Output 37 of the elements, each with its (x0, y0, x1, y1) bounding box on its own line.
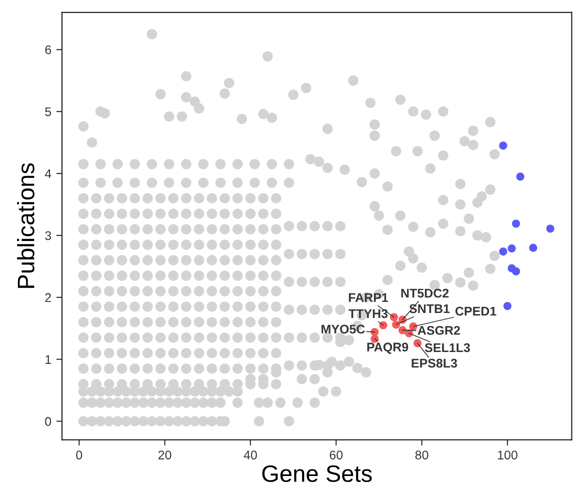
point (529, 244, 538, 252)
annotation: SEL1L3 (424, 343, 470, 352)
x-tick-label: 40 (244, 450, 257, 460)
annotation: CPED1 (455, 306, 496, 316)
annotation: NT5DC2 (401, 288, 449, 298)
point (503, 302, 512, 310)
point (499, 142, 508, 150)
annotation: ASGR2 (418, 326, 460, 335)
x-tick-label: 60 (330, 450, 343, 460)
y-tick-label: 0 (45, 417, 52, 426)
annotation: EPS8L3 (412, 358, 458, 368)
point (499, 247, 508, 256)
x-axis-title: Gene Sets (262, 465, 372, 482)
annotation: MYO5C (322, 324, 365, 334)
y-tick-label: 4 (44, 169, 52, 178)
point (392, 320, 400, 329)
annotation: FARP1 (348, 293, 388, 302)
point (516, 172, 524, 181)
point (370, 334, 379, 343)
point (512, 267, 520, 276)
x-tick-label: 100 (498, 450, 518, 460)
y-tick-label: 2 (45, 293, 51, 302)
annotation: PAQR9 (367, 342, 408, 354)
y-tick-label: 5 (45, 107, 52, 116)
point (546, 224, 554, 233)
point (508, 244, 516, 252)
point (512, 220, 520, 228)
y-tick-label: 1 (46, 355, 51, 364)
annotation: TTYH3 (348, 309, 388, 318)
y-axis-title: Publications (17, 163, 34, 288)
point (379, 321, 388, 330)
x-tick-label: 20 (158, 450, 172, 460)
x-tick-label: 80 (415, 450, 428, 460)
x-tick-label: 0 (76, 450, 82, 460)
point (413, 339, 422, 348)
y-tick-label: 3 (45, 231, 52, 240)
y-tick-label: 6 (45, 45, 52, 54)
